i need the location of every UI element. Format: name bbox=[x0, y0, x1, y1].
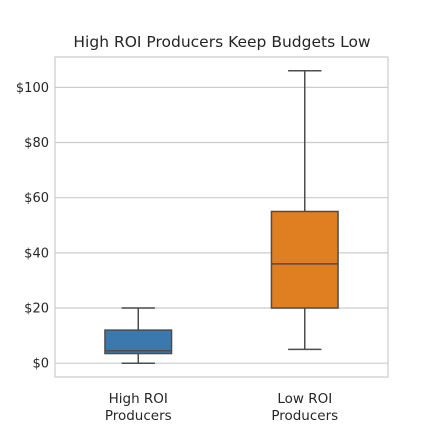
y-tick-label: $100 bbox=[16, 81, 49, 96]
plot-frame bbox=[54, 56, 389, 378]
x-tick-label: High ROI Producers bbox=[105, 391, 172, 424]
box-iqr bbox=[270, 210, 339, 309]
y-tick-labels: $0 $20 $40 $60 $80 $100 bbox=[16, 81, 49, 372]
box-iqr bbox=[104, 329, 173, 355]
y-tick-label: $0 bbox=[32, 357, 49, 372]
box-group bbox=[270, 70, 339, 351]
y-tick-label: $80 bbox=[24, 136, 49, 151]
x-tick-label: Low ROI Producers bbox=[271, 391, 338, 424]
grid-layer bbox=[55, 86, 388, 364]
x-tick-labels: High ROI Producers Low ROI Producers bbox=[105, 391, 338, 424]
y-tick-label: $60 bbox=[24, 191, 49, 206]
y-tick-label: $40 bbox=[24, 246, 49, 261]
box-group bbox=[104, 307, 173, 364]
y-tick-label: $20 bbox=[24, 302, 49, 317]
box-layer bbox=[104, 70, 339, 364]
chart-title: High ROI Producers Keep Budgets Low bbox=[73, 33, 371, 51]
